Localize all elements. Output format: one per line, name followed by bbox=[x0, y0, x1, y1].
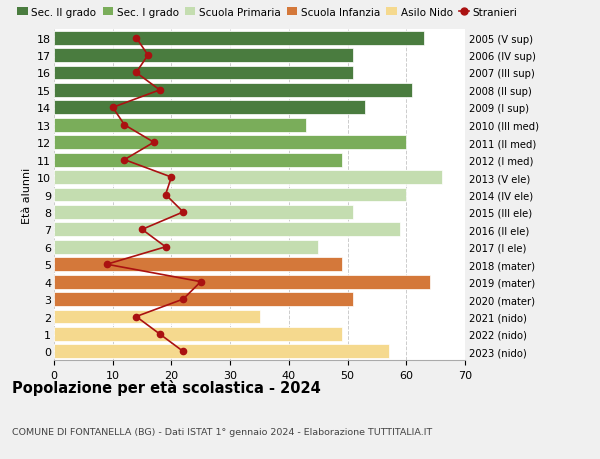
Text: COMUNE DI FONTANELLA (BG) - Dati ISTAT 1° gennaio 2024 - Elaborazione TUTTITALIA: COMUNE DI FONTANELLA (BG) - Dati ISTAT 1… bbox=[12, 427, 432, 436]
Bar bbox=[54, 257, 342, 272]
Bar bbox=[54, 241, 318, 254]
Legend: Sec. II grado, Sec. I grado, Scuola Primaria, Scuola Infanzia, Asilo Nido, Stran: Sec. II grado, Sec. I grado, Scuola Prim… bbox=[17, 7, 518, 17]
Bar bbox=[54, 153, 342, 167]
Bar bbox=[54, 84, 412, 98]
Bar bbox=[54, 310, 260, 324]
Bar bbox=[54, 171, 442, 185]
Bar bbox=[54, 188, 406, 202]
Bar bbox=[54, 292, 353, 307]
Bar bbox=[54, 49, 353, 63]
Bar bbox=[54, 32, 424, 45]
Bar bbox=[54, 101, 365, 115]
Bar bbox=[54, 345, 389, 358]
Bar bbox=[54, 223, 400, 237]
Bar bbox=[54, 118, 307, 133]
Bar bbox=[54, 327, 342, 341]
Bar bbox=[54, 67, 353, 80]
Y-axis label: Età alunni: Età alunni bbox=[22, 167, 32, 223]
Bar bbox=[54, 206, 353, 219]
Bar bbox=[54, 275, 430, 289]
Bar bbox=[54, 136, 406, 150]
Text: Popolazione per età scolastica - 2024: Popolazione per età scolastica - 2024 bbox=[12, 380, 321, 396]
